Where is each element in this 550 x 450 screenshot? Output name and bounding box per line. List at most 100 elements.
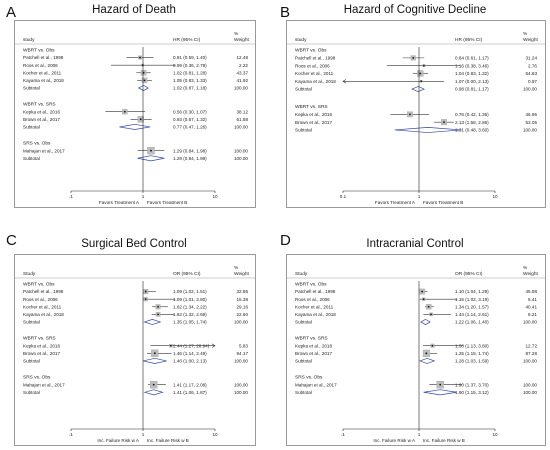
study-name: Kepka et al., 2016 [23,109,60,114]
study-weight: 2.22 [239,63,248,68]
study-weight: 12.72 [526,343,538,348]
study-name: Kocher et al., 2011 [295,71,334,76]
group-header: WBRT vs. Obs [23,282,55,288]
column-header-weight: Weight [234,37,250,43]
study-weight: 22.60 [237,312,249,317]
subtotal-label: Subtotal [295,87,312,92]
favors-right-label: Favors Treatment B [423,200,463,205]
study-name: Patchell et al., 1998 [23,55,64,60]
x-tick-label: 10 [212,432,218,437]
study-stat: 0.99 (0.36, 2.78) [173,63,207,68]
subtotal-label: Subtotal [23,156,40,161]
subtotal-weight: 100.00 [523,320,537,325]
study-weight: 43.37 [237,70,249,75]
study-weight: 46.95 [526,112,538,117]
study-name: Brown et al., 2017 [295,351,332,356]
group-header: SRS vs. Obs [23,141,51,147]
group-header: WBRT vs. SRS [23,336,56,342]
panel-title: Hazard of Death [92,4,176,16]
subtotal-stat: 1.28 (1.03, 1.59) [455,359,489,364]
column-header-study: study [23,37,35,43]
subtotal-stat: 0.77 (0.47, 1.26) [173,125,207,130]
subtotal-weight: 100.00 [234,359,248,364]
column-header-stat: HR (95% CI) [173,37,201,43]
column-header-weight-pct: % [234,31,239,37]
panel-title: Hazard of Cognitive Decline [343,4,487,16]
study-stat: 1.07 (0.00, 2.13) [455,79,489,84]
group-header: WBRT vs. SRS [295,104,328,110]
group-header: WBRT vs. SRS [23,102,56,108]
group-header: SRS vs. Obs [295,375,323,381]
study-name: Roos et al., 2006 [23,63,58,68]
subtotal-diamond [119,123,151,130]
study-stat: 1.34 (1.20, 1.57) [455,304,489,309]
subtotal-diamond [420,318,431,325]
study-stat: 0.91 (0.59, 1.40) [173,55,207,60]
study-stat: 2.13 (1.58, 2.86) [455,120,489,125]
study-name: Kepka et al., 2018 [295,343,332,348]
point-estimate [143,79,146,82]
study-name: Kocher et al., 2011 [23,70,62,75]
point-estimate [144,290,147,293]
column-header-stat: OR (95% CI) [173,271,201,277]
subtotal-stat: 1.90 (1.15, 3.12) [455,390,489,395]
subtotal-label: Subtotal [23,390,40,395]
study-name: Kepka et al., 2016 [295,112,332,117]
study-stat: 1.04 (0.83, 1.32) [455,71,489,76]
study-stat: 1.46 (1.14, 2.49) [173,351,207,356]
study-stat: 0.93 (0.67, 1.32) [173,117,207,122]
group-header: WBRT vs. Obs [23,48,55,54]
favors-left-label: Favors Treatment A [375,200,416,205]
study-name: Kayama et al., 2018 [295,312,336,317]
study-name: Mahajan et al., 2017 [23,382,65,387]
study-weight: 53.05 [526,120,538,125]
study-weight: 41.92 [237,78,249,83]
favors-left-label: Inc. Failure Risk w A [97,438,140,443]
study-stat: 1.09 (1.01, 2.80) [173,297,207,302]
x-tick-label: 10 [212,194,218,199]
study-stat: 1.25 (1.15, 1.74) [455,351,489,356]
study-stat: 1.62 (1.34, 2.22) [173,304,207,309]
forest-plot: study HR (95% CI)%Weight WBRT vs. ObsPatch… [287,31,545,205]
subtotal-weight: 100.00 [234,320,248,325]
study-weight: 100.00 [523,382,537,387]
study-stat: 1.15 (1.02, 3.19) [455,297,489,302]
x-tick-label: 1 [418,194,421,199]
point-estimate [443,121,445,124]
study-name: Kocher et al., 2011 [23,304,62,309]
subtotal-stat: 1.22 (1.06, 1.40) [455,320,489,325]
x-tick-label: 10 [492,194,498,199]
study-weight: 100.00 [234,148,248,153]
subtotal-weight: 100.00 [234,86,248,91]
study-name: Brown et al., 2017 [23,351,60,356]
study-weight: 45.98 [526,289,538,294]
x-tick-label: .1 [341,432,345,437]
subtotal-label: Subtotal [23,86,40,91]
favors-left-label: Favors Treatment A [99,200,140,205]
subtotal-stat: 1.41 (1.06, 1.87) [173,390,207,395]
point-estimate [157,313,159,316]
point-estimate [439,383,442,386]
favors-right-label: Favors Treatment B [147,200,187,205]
study-name: Roos et al., 2006 [295,297,330,302]
point-estimate [139,56,141,59]
subtotal-diamond [142,357,167,364]
study-name: Kocher et al., 2011 [295,304,334,309]
group-header: WBRT vs. SRS [295,336,328,342]
point-estimate [431,344,434,347]
study-weight: 31.24 [526,55,538,60]
subtotal-stat: 1.02 (0.87, 1.18) [173,86,207,91]
column-header-weight-pct: % [234,265,239,271]
favors-right-label: Inc. Failure Risk w B [423,438,465,443]
subtotal-stat: 0.98 (0.81, 1.17) [455,87,489,92]
subtotal-weight: 100.00 [523,128,537,133]
subtotal-stat: 1.29 (0.84, 1.98) [173,156,207,161]
subtotal-stat: 1.31 (0.48, 3.60) [455,128,489,133]
study-weight: 40.41 [526,304,538,309]
point-estimate [141,64,144,67]
subtotal-diamond [143,318,162,325]
subtotal-label: Subtotal [295,128,312,133]
study-stat: 0.84 (0.61, 1.17) [455,55,489,60]
subtotal-label: Subtotal [295,359,312,364]
column-header-weight: Weight [523,37,539,43]
